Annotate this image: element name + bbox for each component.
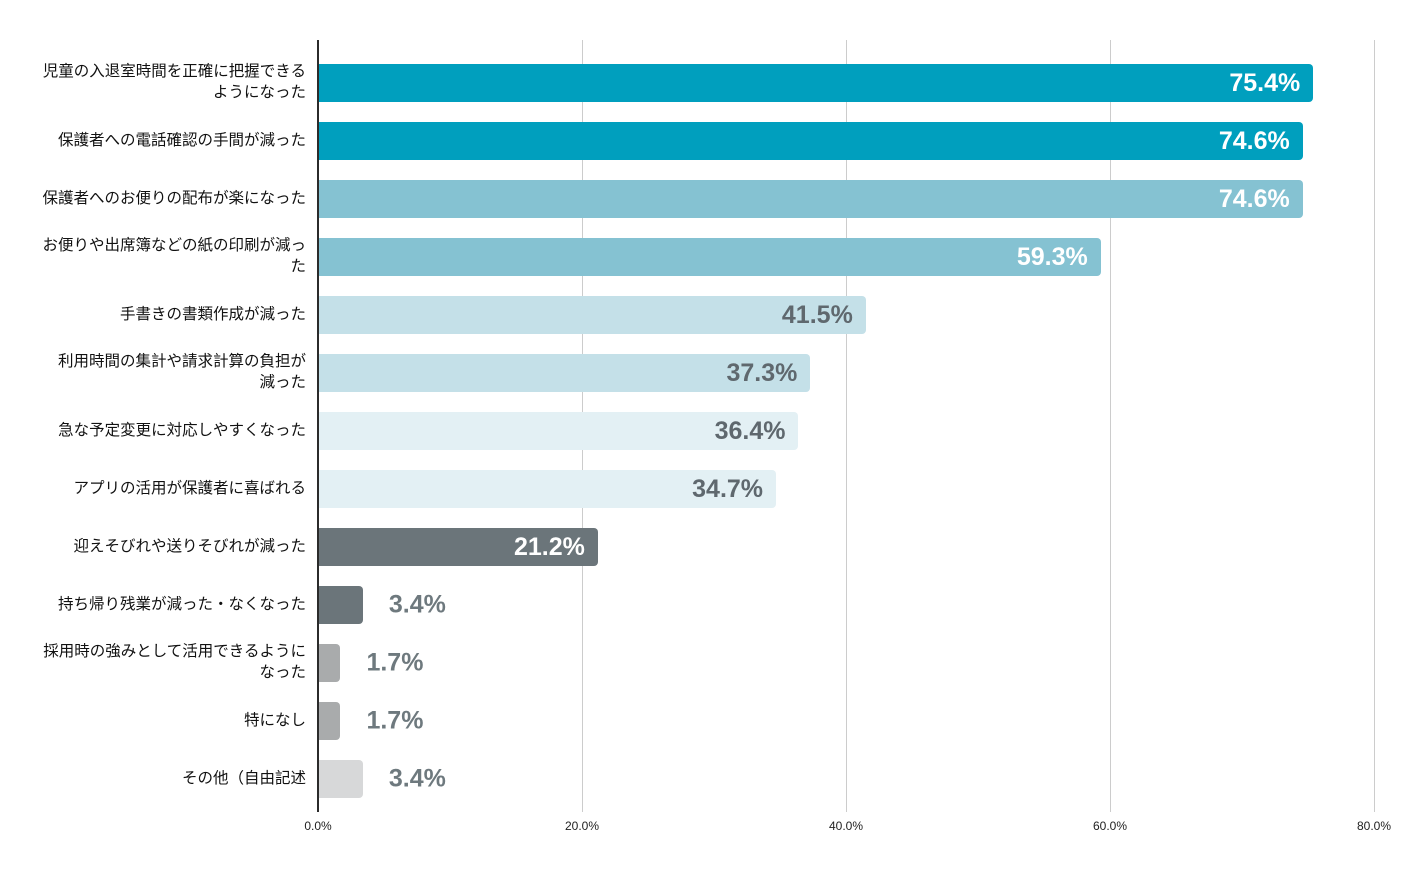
chart-row: 急な予定変更に対応しやすくなった 36.4%: [0, 402, 1418, 460]
category-label: 持ち帰り残業が減った・なくなった: [57, 595, 306, 613]
category-label: 採用時の強みとして活用できるように なった: [43, 643, 306, 681]
chart-row: 採用時の強みとして活用できるように なった 1.7%: [0, 634, 1418, 692]
x-axis-tick: 40.0%: [828, 819, 864, 833]
value-label: 59.3%: [1016, 242, 1088, 271]
category-label: その他（自由記述: [181, 769, 306, 787]
chart-row: お便りや出席簿などの紙の印刷が減っ た 59.3%: [0, 228, 1418, 286]
x-axis-tick: 80.0%: [1356, 819, 1392, 833]
bar: 74.6%: [318, 122, 1303, 160]
category-label: 特になし: [243, 711, 306, 729]
value-label: 1.7%: [366, 648, 424, 677]
x-axis: 0.0% 20.0% 40.0% 60.0% 80.0%: [304, 819, 1391, 839]
bar-track: 3.4%: [318, 760, 1374, 798]
bar: [318, 760, 363, 798]
chart-row: 児童の入退室時間を正確に把握できる ようになった 75.4%: [0, 54, 1418, 112]
bar: [318, 702, 341, 740]
x-axis-tick: 20.0%: [564, 819, 600, 833]
bar-track: 41.5%: [318, 296, 1374, 334]
bar: 74.6%: [318, 180, 1303, 218]
value-label: 37.3%: [726, 358, 798, 387]
bar-track: 37.3%: [318, 354, 1374, 392]
value-label: 36.4%: [714, 416, 786, 445]
x-axis-tick: 60.0%: [1092, 819, 1128, 833]
category-label: 迎えそびれや送りそびれが減った: [73, 537, 306, 555]
bar-track: 74.6%: [318, 180, 1374, 218]
chart-row: その他（自由記述 3.4%: [0, 750, 1418, 808]
category-label: アプリの活用が保護者に喜ばれる: [73, 479, 306, 497]
chart-rows: 児童の入退室時間を正確に把握できる ようになった 75.4% 保護者への電話確認…: [0, 54, 1418, 808]
category-label: 保護者へのお便りの配布が楽になった: [42, 189, 306, 207]
chart-row: 手書きの書類作成が減った 41.5%: [0, 286, 1418, 344]
category-label: 手書きの書類作成が減った: [119, 305, 306, 323]
category-label: お便りや出席簿などの紙の印刷が減っ た: [42, 237, 306, 275]
chart-row: 保護者へのお便りの配布が楽になった 74.6%: [0, 170, 1418, 228]
x-axis-tick: 0.0%: [304, 819, 332, 833]
gridline: [1374, 40, 1375, 812]
bar: 75.4%: [318, 64, 1314, 102]
bar-track: 36.4%: [318, 412, 1374, 450]
chart-row: 特になし 1.7%: [0, 692, 1418, 750]
bar-track: 21.2%: [318, 528, 1374, 566]
bar: 36.4%: [318, 412, 799, 450]
bar: [318, 644, 341, 682]
bar-track: 74.6%: [318, 122, 1374, 160]
bar-track: 1.7%: [318, 644, 1374, 682]
bar-track: 59.3%: [318, 238, 1374, 276]
value-label: 41.5%: [781, 300, 853, 329]
bar: 21.2%: [318, 528, 598, 566]
bar-track: 75.4%: [318, 64, 1374, 102]
bar: 37.3%: [318, 354, 811, 392]
value-label: 75.4%: [1229, 68, 1301, 97]
bar-track: 3.4%: [318, 586, 1374, 624]
chart-row: 迎えそびれや送りそびれが減った 21.2%: [0, 518, 1418, 576]
bar: 34.7%: [318, 470, 777, 508]
value-label: 74.6%: [1218, 126, 1290, 155]
category-label: 急な予定変更に対応しやすくなった: [58, 421, 306, 439]
gridline: [846, 40, 847, 812]
bar-track: 1.7%: [318, 702, 1374, 740]
value-label: 3.4%: [388, 590, 446, 619]
category-label: 利用時間の集計や請求計算の負担が 減った: [57, 353, 306, 391]
category-label: 保護者への電話確認の手間が減った: [57, 131, 306, 149]
value-label: 3.4%: [388, 764, 446, 793]
bar: 41.5%: [318, 296, 866, 334]
value-label: 74.6%: [1218, 184, 1290, 213]
y-axis-line: [317, 40, 319, 812]
bar-track: 34.7%: [318, 470, 1374, 508]
category-label: 児童の入退室時間を正確に把握できる ようになった: [42, 63, 306, 101]
value-label: 21.2%: [513, 532, 585, 561]
chart-row: 持ち帰り残業が減った・なくなった 3.4%: [0, 576, 1418, 634]
value-label: 1.7%: [366, 706, 424, 735]
chart-row: アプリの活用が保護者に喜ばれる 34.7%: [0, 460, 1418, 518]
chart-row: 利用時間の集計や請求計算の負担が 減った 37.3%: [0, 344, 1418, 402]
value-label: 34.7%: [692, 474, 764, 503]
gridline: [1110, 40, 1111, 812]
chart-row: 保護者への電話確認の手間が減った 74.6%: [0, 112, 1418, 170]
bar: [318, 586, 363, 624]
bar: 59.3%: [318, 238, 1101, 276]
